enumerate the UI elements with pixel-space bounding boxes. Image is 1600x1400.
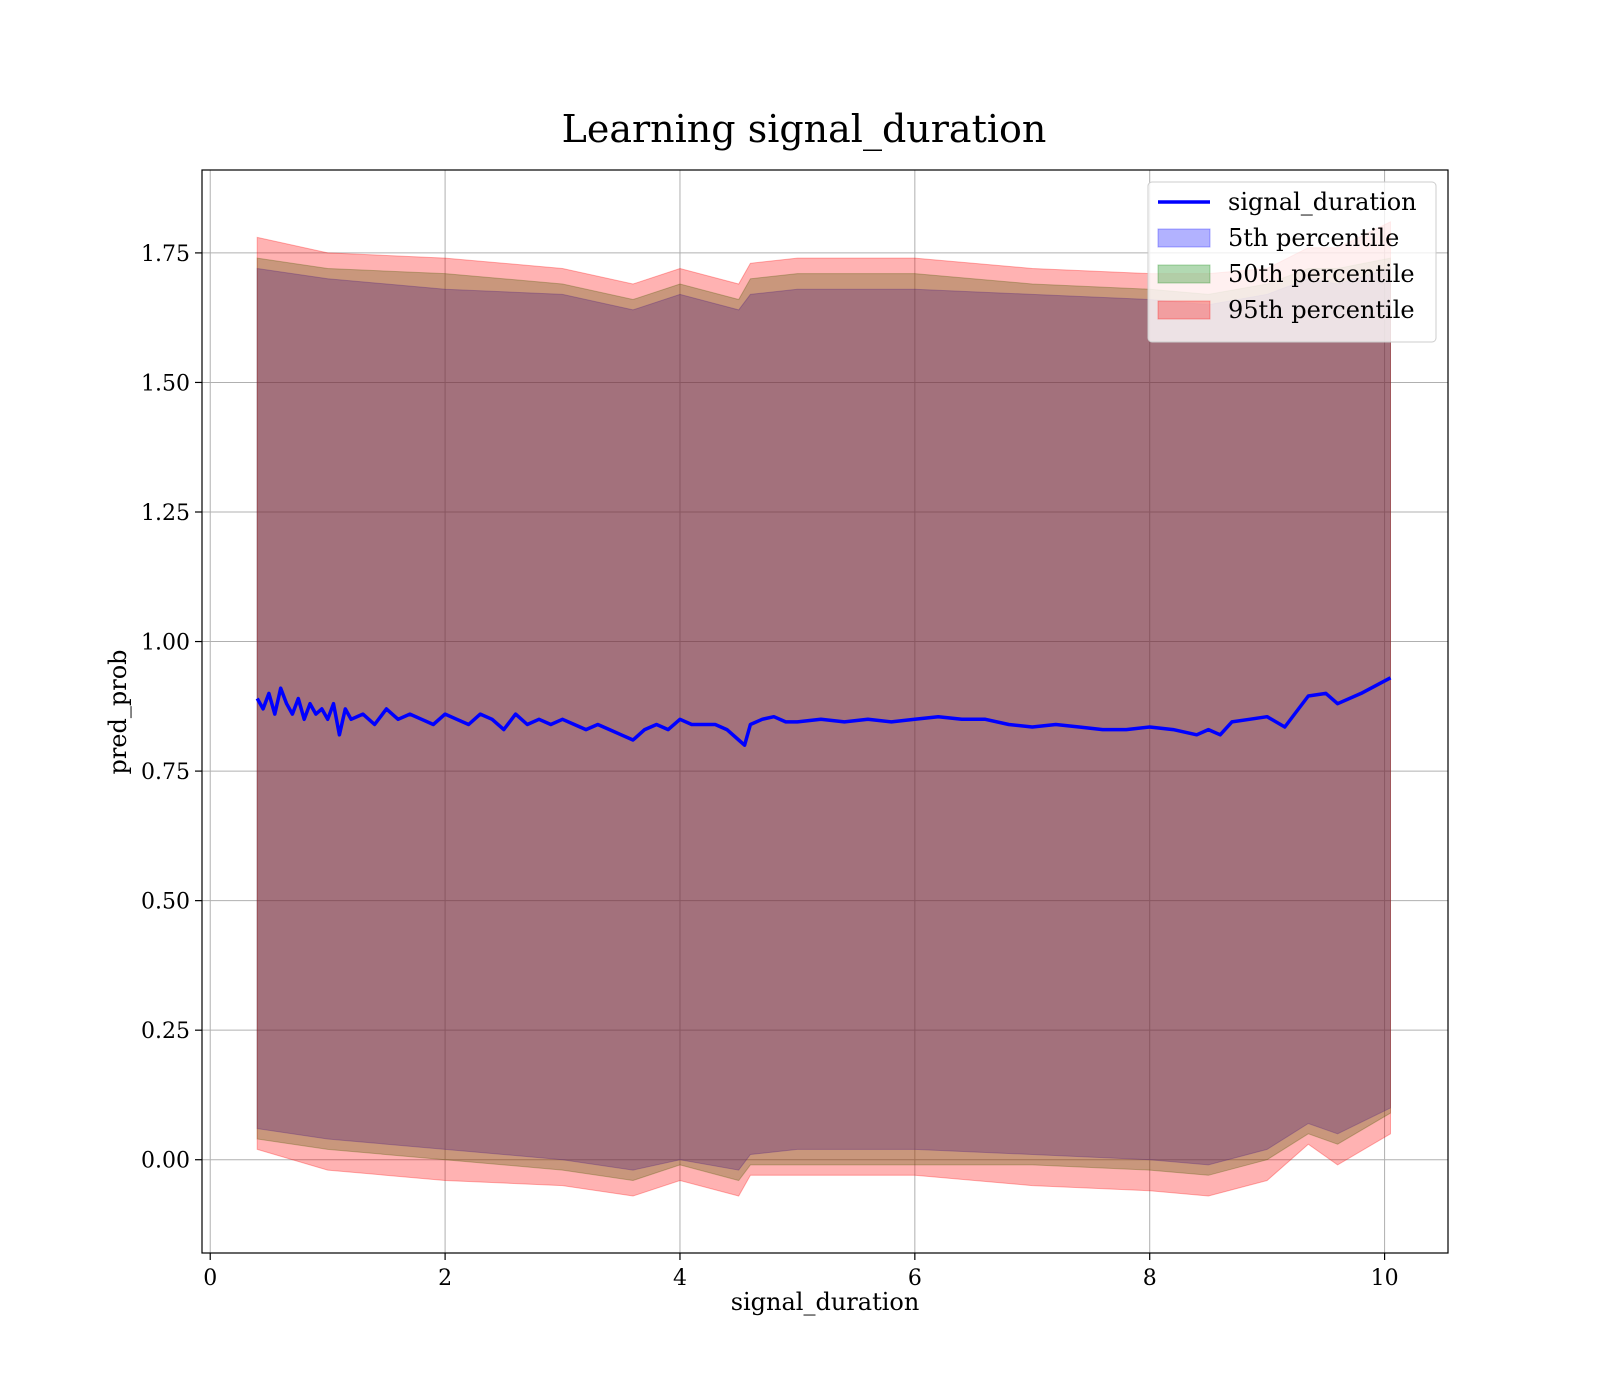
- percentile-bands: [256, 220, 1391, 1197]
- y-tick-label: 0.75: [141, 760, 190, 785]
- x-tick-label: 10: [1371, 1266, 1399, 1291]
- legend-swatch: [1157, 228, 1211, 248]
- chart-title: Learning signal_duration: [562, 107, 1047, 152]
- x-tick-label: 8: [1143, 1266, 1157, 1291]
- y-tick-label: 0.50: [141, 890, 190, 915]
- legend-label: 50th percentile: [1228, 260, 1415, 288]
- legend-label: 5th percentile: [1228, 224, 1399, 252]
- band-95th-percentile: [256, 220, 1391, 1197]
- series-lines: [255, 676, 1392, 747]
- y-tick-label: 0.00: [141, 1149, 190, 1174]
- x-axis-label: signal_duration: [731, 1288, 920, 1316]
- axis-ticks: 0 2 4 6 8 10 0.00 0.25 0.50 0.75 1.00 1.25 1.50 1.75: [141, 242, 1399, 1291]
- legend-swatch: [1157, 264, 1211, 284]
- y-tick-label: 1.50: [141, 371, 190, 396]
- y-tick-label: 1.00: [141, 631, 190, 656]
- x-tick-label: 2: [438, 1266, 452, 1291]
- legend: signal_duration 5th percentile 50th percen…: [1147, 181, 1437, 343]
- x-tick-label: 6: [908, 1266, 922, 1291]
- plot-frame: [201, 169, 1449, 1254]
- x-tick-label: 0: [203, 1266, 217, 1291]
- series-line-signal_duration: [255, 676, 1392, 747]
- legend-swatch: [1157, 300, 1211, 320]
- y-tick-label: 0.25: [141, 1019, 190, 1044]
- y-tick-label: 1.25: [141, 501, 190, 526]
- y-axis-label: pred_prob: [104, 649, 132, 774]
- legend-box: [1147, 181, 1437, 343]
- x-tick-label: 4: [673, 1266, 687, 1291]
- legend-label: signal_duration: [1228, 188, 1417, 216]
- y-tick-label: 1.75: [141, 242, 190, 267]
- legend-label: 95th percentile: [1228, 296, 1415, 324]
